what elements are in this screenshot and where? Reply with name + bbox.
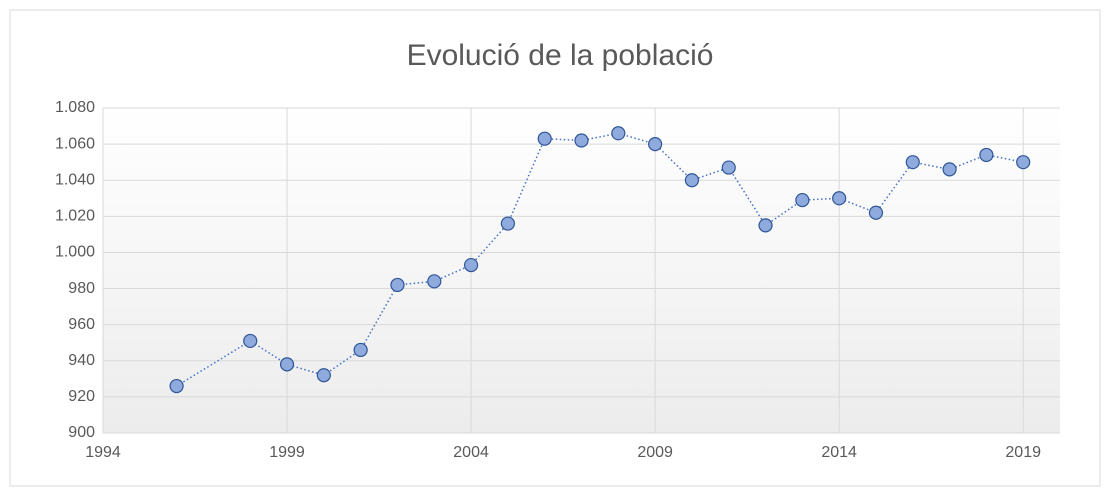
y-tick-label: 980 (68, 280, 95, 297)
data-point (905, 155, 920, 170)
data-point (574, 133, 589, 148)
data-point (795, 192, 810, 208)
x-tick-label: 2004 (453, 444, 489, 461)
y-tick-label: 920 (68, 388, 95, 405)
y-tick-label: 1.020 (55, 208, 95, 225)
y-tick-label: 1.060 (55, 135, 95, 152)
data-point (942, 162, 957, 177)
y-tick-label: 1.080 (55, 99, 95, 116)
data-point (500, 216, 515, 231)
x-tick-label: 2019 (1005, 444, 1041, 461)
data-point (243, 333, 258, 349)
x-tick-label: 2014 (821, 444, 857, 461)
data-point (279, 357, 295, 372)
x-tick-label: 2009 (637, 444, 673, 461)
data-point (721, 160, 736, 175)
data-point (353, 342, 368, 358)
plot-area (103, 108, 1060, 433)
data-point (648, 137, 663, 152)
x-tick-label: 1999 (269, 444, 305, 461)
y-tick-label: 1.000 (55, 244, 95, 261)
y-tick-label: 1.040 (55, 171, 95, 188)
data-point (832, 191, 847, 206)
data-point (169, 378, 184, 394)
data-point (868, 205, 884, 220)
data-point (390, 277, 405, 293)
data-point (1016, 155, 1031, 170)
y-tick-label: 900 (68, 424, 95, 441)
data-point (684, 173, 700, 188)
data-point (758, 218, 773, 233)
chart-title: Evolució de la població (407, 39, 714, 72)
y-tick-label: 960 (68, 316, 95, 333)
y-tick-label: 940 (68, 352, 95, 369)
data-point (316, 368, 331, 383)
data-point (463, 257, 479, 273)
data-point (427, 274, 442, 289)
x-tick-label: 1994 (85, 444, 121, 461)
data-point (537, 131, 552, 146)
data-point (611, 126, 626, 141)
data-point (979, 147, 994, 163)
